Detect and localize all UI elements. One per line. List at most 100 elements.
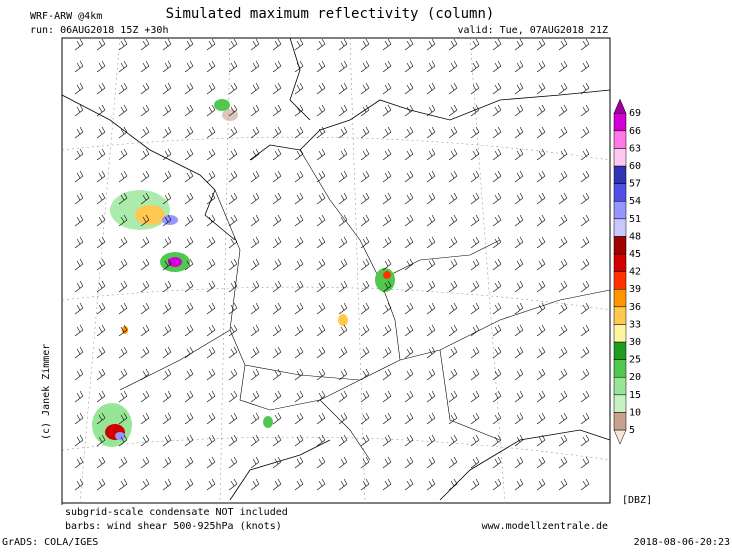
wind-barb (272, 214, 282, 227)
wind-barb (448, 258, 458, 271)
colorbar-unit: [DBZ] (622, 495, 652, 506)
wind-barb (360, 82, 370, 95)
wind-barb (228, 82, 238, 95)
wind-barb (184, 456, 194, 469)
wind-barb (360, 192, 370, 205)
wind-barb (228, 478, 238, 491)
colorbar-band (613, 130, 627, 149)
wind-barb (228, 280, 238, 293)
wind-barb (118, 214, 128, 227)
wind-barb (118, 280, 128, 293)
wind-barb (360, 324, 370, 337)
wind-barb (316, 346, 326, 359)
wind-barb (536, 346, 546, 359)
wind-barb (470, 258, 480, 271)
wind-barb (96, 412, 106, 425)
wind-barb (360, 214, 370, 227)
wind-barb (184, 478, 194, 491)
wind-barb (228, 412, 238, 425)
wind-barb (316, 302, 326, 315)
wind-barb (448, 236, 458, 249)
wind-barb (558, 258, 568, 271)
wind-barb (294, 434, 304, 447)
wind-barb (448, 302, 458, 315)
colorbar-label: 10 (629, 407, 641, 418)
country-borders (119, 149, 611, 461)
wind-barb (316, 368, 326, 381)
wind-barb (492, 126, 502, 139)
colorbar-band (613, 288, 627, 308)
wind-barb (272, 236, 282, 249)
wind-barb (206, 148, 216, 161)
colorbar-label: 5 (629, 425, 635, 436)
wind-barb (360, 368, 370, 381)
wind-barb (272, 148, 282, 161)
valid-label: valid: Tue, 07AUG2018 21Z (457, 25, 608, 36)
wind-barb (206, 412, 216, 425)
wind-barb (382, 456, 392, 469)
wind-barb (514, 38, 524, 51)
wind-barb (96, 280, 106, 293)
wind-barb (558, 412, 568, 425)
wind-barb (338, 126, 348, 139)
wind-barb (382, 324, 392, 337)
wind-barb (96, 390, 106, 403)
wind-barb (118, 236, 128, 249)
wind-barb (316, 104, 326, 117)
wind-barb (536, 148, 546, 161)
wind-barb (470, 368, 480, 381)
wind-barb (272, 60, 282, 73)
wind-barb (448, 434, 458, 447)
wind-barb (514, 148, 524, 161)
wind-barb (558, 192, 568, 205)
wind-barb (426, 214, 436, 227)
wind-barb (514, 368, 524, 381)
wind-barb (74, 302, 84, 315)
wind-barb (294, 60, 304, 73)
wind-barb (316, 236, 326, 249)
wind-barb (514, 302, 524, 315)
wind-barb (360, 38, 370, 51)
wind-barb (74, 60, 84, 73)
wind-barb (184, 82, 194, 95)
wind-barb (426, 126, 436, 139)
wind-barb (228, 104, 238, 117)
wind-barb (426, 148, 436, 161)
wind-barb (162, 192, 172, 205)
wind-barb (580, 126, 590, 139)
wind-barb (580, 170, 590, 183)
wind-barb (426, 324, 436, 337)
wind-barb (118, 60, 128, 73)
wind-barb (580, 104, 590, 117)
wind-barb (118, 82, 128, 95)
wind-barb (470, 60, 480, 73)
wind-barb (492, 192, 502, 205)
wind-barb (382, 38, 392, 51)
wind-barb (228, 170, 238, 183)
wind-barb (118, 478, 128, 491)
wind-barb (448, 38, 458, 51)
wind-barb (118, 302, 128, 315)
wind-barb (206, 60, 216, 73)
wind-barb (536, 302, 546, 315)
wind-barb (118, 192, 128, 205)
wind-barb (382, 280, 392, 293)
wind-barb (74, 412, 84, 425)
wind-barb (382, 368, 392, 381)
wind-barb (316, 280, 326, 293)
wind-barb (448, 456, 458, 469)
wind-barb (184, 104, 194, 117)
wind-barb (404, 104, 414, 117)
wind-barb (470, 434, 480, 447)
colorbar-label: 54 (629, 196, 641, 207)
wind-barb (338, 192, 348, 205)
wind-barb (382, 60, 392, 73)
wind-barb (580, 258, 590, 271)
wind-barb (360, 346, 370, 359)
wind-barb (140, 368, 150, 381)
wind-barb (228, 236, 238, 249)
wind-barb (580, 346, 590, 359)
wind-barb (272, 302, 282, 315)
wind-barb (514, 346, 524, 359)
wind-barb (360, 148, 370, 161)
